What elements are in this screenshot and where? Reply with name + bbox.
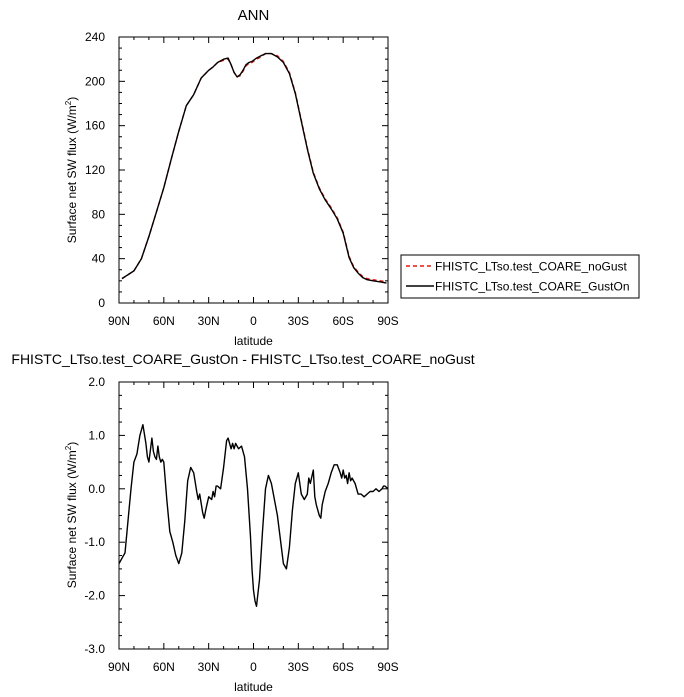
bottom-x-tick-label: 90S [377,660,398,674]
bottom-y-tick-label: -3.0 [84,642,105,656]
bottom-chart-title: FHISTC_LTso.test_COARE_GustOn - FHISTC_L… [11,351,474,367]
bottom-series-line-1 [118,424,389,607]
top-y-tick-label: 160 [85,119,105,133]
top-y-tick-label: 120 [85,163,105,177]
top-chart-title: ANN [238,7,270,24]
top-plot-frame [118,36,389,304]
bottom-x-tick-label: 0 [250,660,257,674]
bottom-y-axis-label-close: ) [65,442,79,446]
bottom-x-axis-label: latitude [234,680,273,694]
bottom-y-tick-label: -1.0 [84,535,105,549]
top-tick-group: 90N 60N 30N 0 30S 60S 90S 0 40 80 120 160 200 240 [85,30,399,328]
top-y-tick-label: 200 [85,74,105,88]
legend: FHISTC_LTso.test_COARE_noGust FHISTC_LTs… [400,254,640,299]
bottom-y-axis-label-sup: 2 [64,445,73,450]
top-x-tick-label: 30N [198,314,220,328]
top-y-axis-label-close: ) [65,97,79,101]
top-x-tick-label: 30S [288,314,309,328]
top-y-tick-label: 80 [92,207,106,221]
top-y-tick-label: 240 [85,30,105,44]
top-y-axis-label-main: Surface net SW flux (W/m [65,105,79,243]
bottom-panel: FHISTC_LTso.test_COARE_GustOn - FHISTC_L… [11,351,474,694]
top-x-tick-label: 60S [332,314,353,328]
bottom-x-tick-label: 30N [198,660,220,674]
bottom-y-tick-label: 0.0 [88,482,105,496]
top-x-tick-label: 90S [377,314,398,328]
bottom-tick-group: 90N 60N 30N 0 30S 60S 90S -3.0 -2.0 -1.0 0.0 1.0 2.0 [84,375,398,674]
bottom-y-tick-label: -2.0 [84,589,105,603]
top-y-axis-label: Surface net SW flux (W/m2) [64,97,79,243]
legend-label-guston: FHISTC_LTso.test_COARE_GustOn [435,280,630,294]
top-x-tick-label: 0 [250,314,257,328]
top-x-tick-label: 90N [108,314,130,328]
top-y-tick-label: 40 [92,252,106,266]
bottom-x-tick-label: 60S [332,660,353,674]
bottom-series-group [118,424,389,607]
top-x-tick-label: 60N [153,314,175,328]
top-series-group [121,52,387,284]
legend-label-nogust: FHISTC_LTso.test_COARE_noGust [435,260,628,274]
legend-box [400,254,640,299]
top-panel: ANN 90N 60N 30N 0 30S 60S 90S 0 40 80 120 160 200 240… [64,7,640,348]
bottom-y-axis-label: Surface net SW flux (W/m2) [64,442,79,588]
bottom-x-tick-label: 90N [108,660,130,674]
bottom-plot-frame [118,381,389,650]
bottom-x-tick-label: 60N [153,660,175,674]
bottom-y-axis-label-main: Surface net SW flux (W/m [65,450,79,588]
top-x-axis-label: latitude [234,334,273,348]
top-y-tick-label: 0 [98,296,105,310]
bottom-y-tick-label: 2.0 [88,375,105,389]
bottom-x-tick-label: 30S [288,660,309,674]
top-series-line-2 [121,52,387,284]
top-y-axis-label-sup: 2 [64,100,73,105]
bottom-y-tick-label: 1.0 [88,428,105,442]
